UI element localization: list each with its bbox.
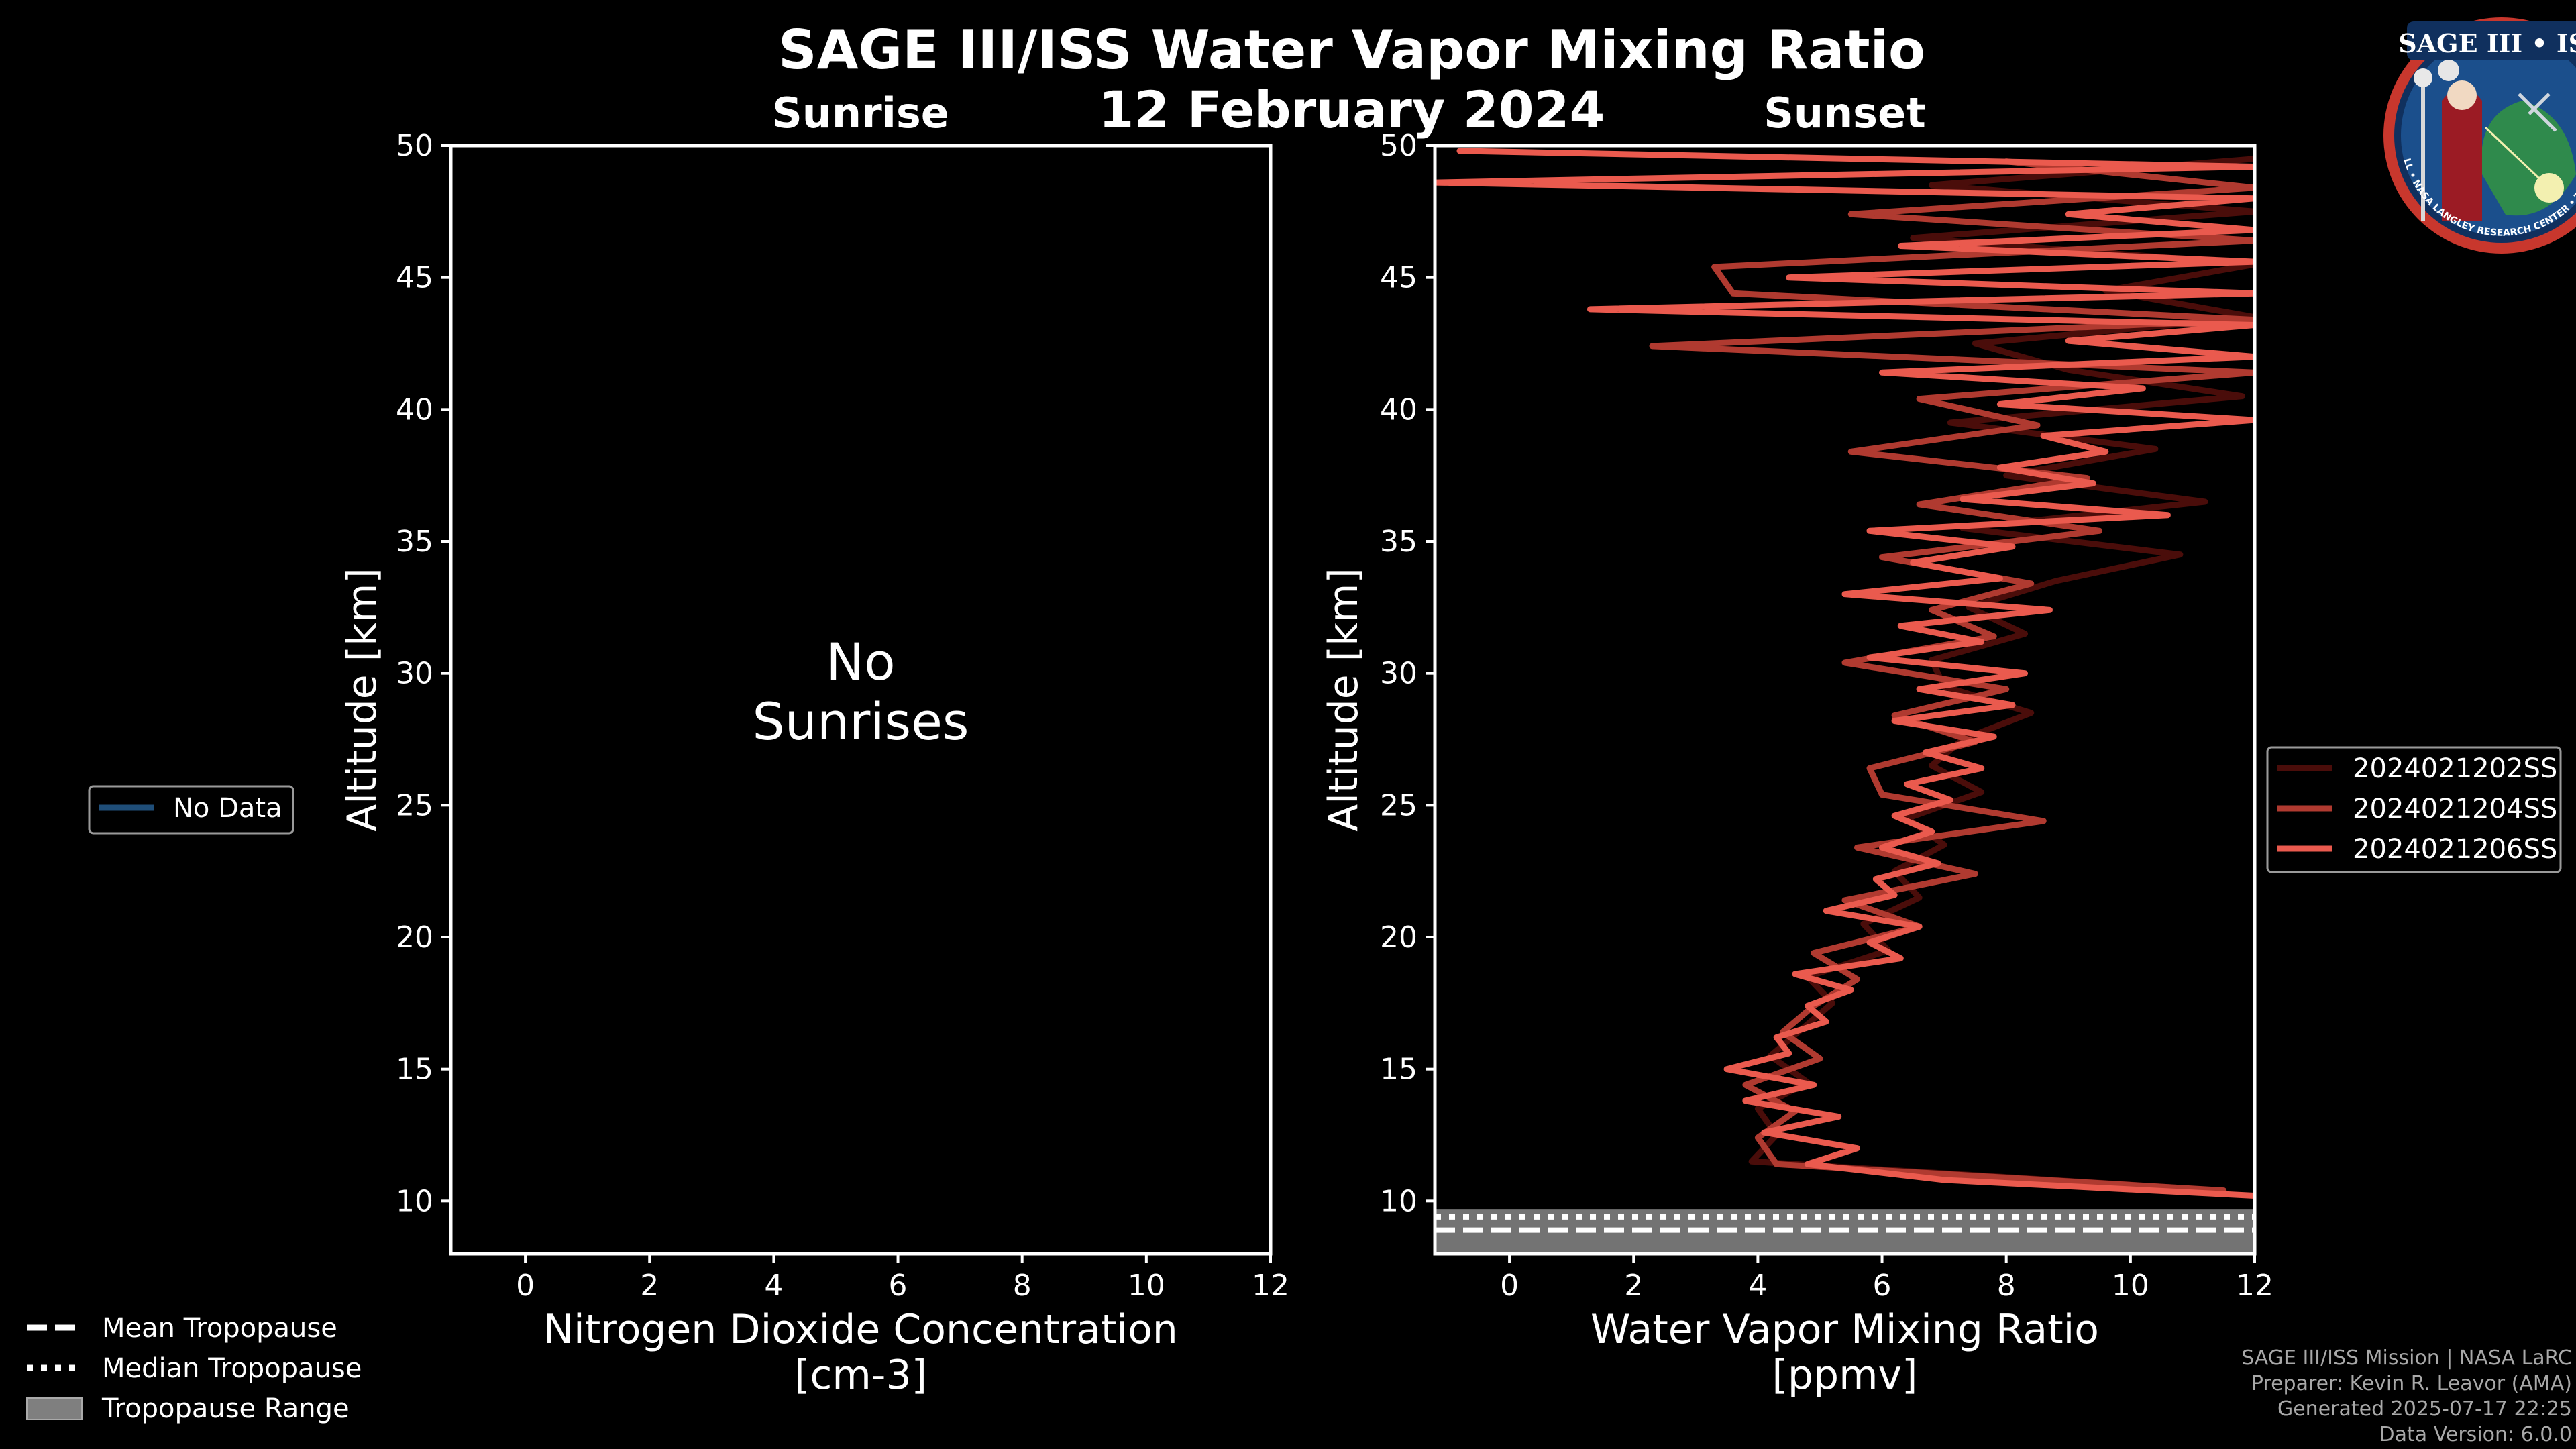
series-legend: 2024021202SS 2024021204SS 2024021206SS (2266, 746, 2562, 873)
figure-date: 12 February 2024 (1099, 80, 1605, 140)
sunset-y-axis-label: Altitude [km] (1320, 568, 1367, 832)
sunset-y-tick-label: 30 (1380, 657, 1417, 691)
sunrise-x-tick-label: 0 (516, 1269, 535, 1303)
sunrise-y-tick-label: 50 (396, 129, 433, 163)
sunrise-message-line2: Sunrises (753, 692, 969, 751)
tropopause-range-label: Tropopause Range (101, 1393, 350, 1424)
sunrise-x-tick-label: 4 (764, 1269, 783, 1303)
credits-generated: Generated 2025-07-17 22:25 (2277, 1397, 2572, 1421)
sunrise-y-tick-label: 15 (396, 1053, 433, 1087)
legend-label-04ss: 2024021204SS (2353, 794, 2557, 824)
sunset-x-tick-label: 8 (1997, 1269, 2016, 1303)
sunset-y-tick-label: 50 (1380, 129, 1417, 163)
legend-label-02ss: 2024021202SS (2353, 753, 2557, 784)
sunset-x-tick-label: 12 (2236, 1269, 2273, 1303)
credits-preparer: Preparer: Kevin R. Leavor (AMA) (2251, 1372, 2572, 1395)
sunset-y-tick-label: 35 (1380, 525, 1417, 559)
sunset-x-tick-label: 2 (1624, 1269, 1643, 1303)
sunrise-y-tick-label: 40 (396, 392, 433, 427)
credits-data-version: Data Version: 6.0.0 (2379, 1423, 2572, 1446)
legend-label-06ss: 2024021206SS (2353, 834, 2557, 865)
sunset-y-tick-label: 45 (1380, 261, 1417, 295)
sunset-y-tick-label: 40 (1380, 392, 1417, 427)
sunrise-x-tick-label: 2 (640, 1269, 659, 1303)
credits-mission: SAGE III/ISS Mission | NASA LaRC (2241, 1346, 2572, 1370)
sunrise-message-line1: No (826, 632, 895, 692)
series-line-2024021204SS (1649, 158, 2255, 1194)
sunset-x-tick-label: 4 (1748, 1269, 1767, 1303)
sunset-x-tick-label: 6 (1873, 1269, 1892, 1303)
no-data-legend: No Data (88, 785, 294, 835)
sunrise-x-axis-units: [cm-3] (794, 1352, 927, 1399)
tropopause-range-swatch (26, 1397, 83, 1420)
sunrise-x-tick-label: 10 (1128, 1269, 1165, 1303)
sunrise-plot-frame (449, 144, 1273, 1256)
mean-tropopause-label: Mean Tropopause (102, 1313, 337, 1344)
sunset-y-tick-label: 20 (1380, 920, 1417, 955)
credits-block: SAGE III/ISS Mission | NASA LaRC Prepare… (2241, 1346, 2572, 1448)
sunset-plot-frame (1433, 144, 2257, 1256)
sunrise-y-tick-label: 45 (396, 261, 433, 295)
tropopause-legend: Mean Tropopause Median Tropopause Tropop… (26, 1313, 362, 1424)
sunrise-panel: 10 15 20 25 30 35 40 45 50 0 2 4 6 8 10 12 No Sunrises… (339, 129, 1289, 1399)
sunset-y-tick-label: 10 (1380, 1184, 1417, 1218)
sunset-x-tick-label: 10 (2112, 1269, 2149, 1303)
sunrise-y-tick-label: 25 (396, 788, 433, 822)
figure-title: SAGE III/ISS Water Vapor Mixing Ratio (778, 19, 1925, 81)
sunrise-y-tick-label: 35 (396, 525, 433, 559)
no-data-legend-label: No Data (173, 793, 282, 824)
sunset-y-tick-label: 25 (1380, 788, 1417, 822)
sunset-x-tick-label: 0 (1500, 1269, 1519, 1303)
sunrise-y-tick-label: 20 (396, 920, 433, 955)
sunrise-y-tick-label: 10 (396, 1184, 433, 1218)
sunrise-x-tick-label: 12 (1252, 1269, 1289, 1303)
sunrise-y-tick-label: 30 (396, 657, 433, 691)
sunrise-y-axis-label: Altitude [km] (339, 568, 386, 832)
sunrise-x-tick-label: 8 (1013, 1269, 1032, 1303)
sunset-x-axis-label: Water Vapor Mixing Ratio (1591, 1306, 2099, 1353)
logo-top-text: SAGE III • ISS (2398, 28, 2576, 58)
sunrise-panel-title: Sunrise (772, 89, 949, 138)
sunrise-x-tick-label: 6 (889, 1269, 908, 1303)
median-tropopause-label: Median Tropopause (102, 1353, 362, 1384)
sunset-panel-title: Sunset (1764, 89, 1926, 138)
sunrise-x-axis-label: Nitrogen Dioxide Concentration (543, 1306, 1178, 1353)
sunset-x-axis-units: [ppmv] (1772, 1352, 1918, 1399)
sunset-y-tick-label: 15 (1380, 1053, 1417, 1087)
series-line-2024021206SS (1435, 148, 2255, 1199)
sunset-panel: 10 15 20 25 30 35 40 45 50 0 2 4 6 8 10 12 Water Vapor… (1320, 129, 2273, 1399)
